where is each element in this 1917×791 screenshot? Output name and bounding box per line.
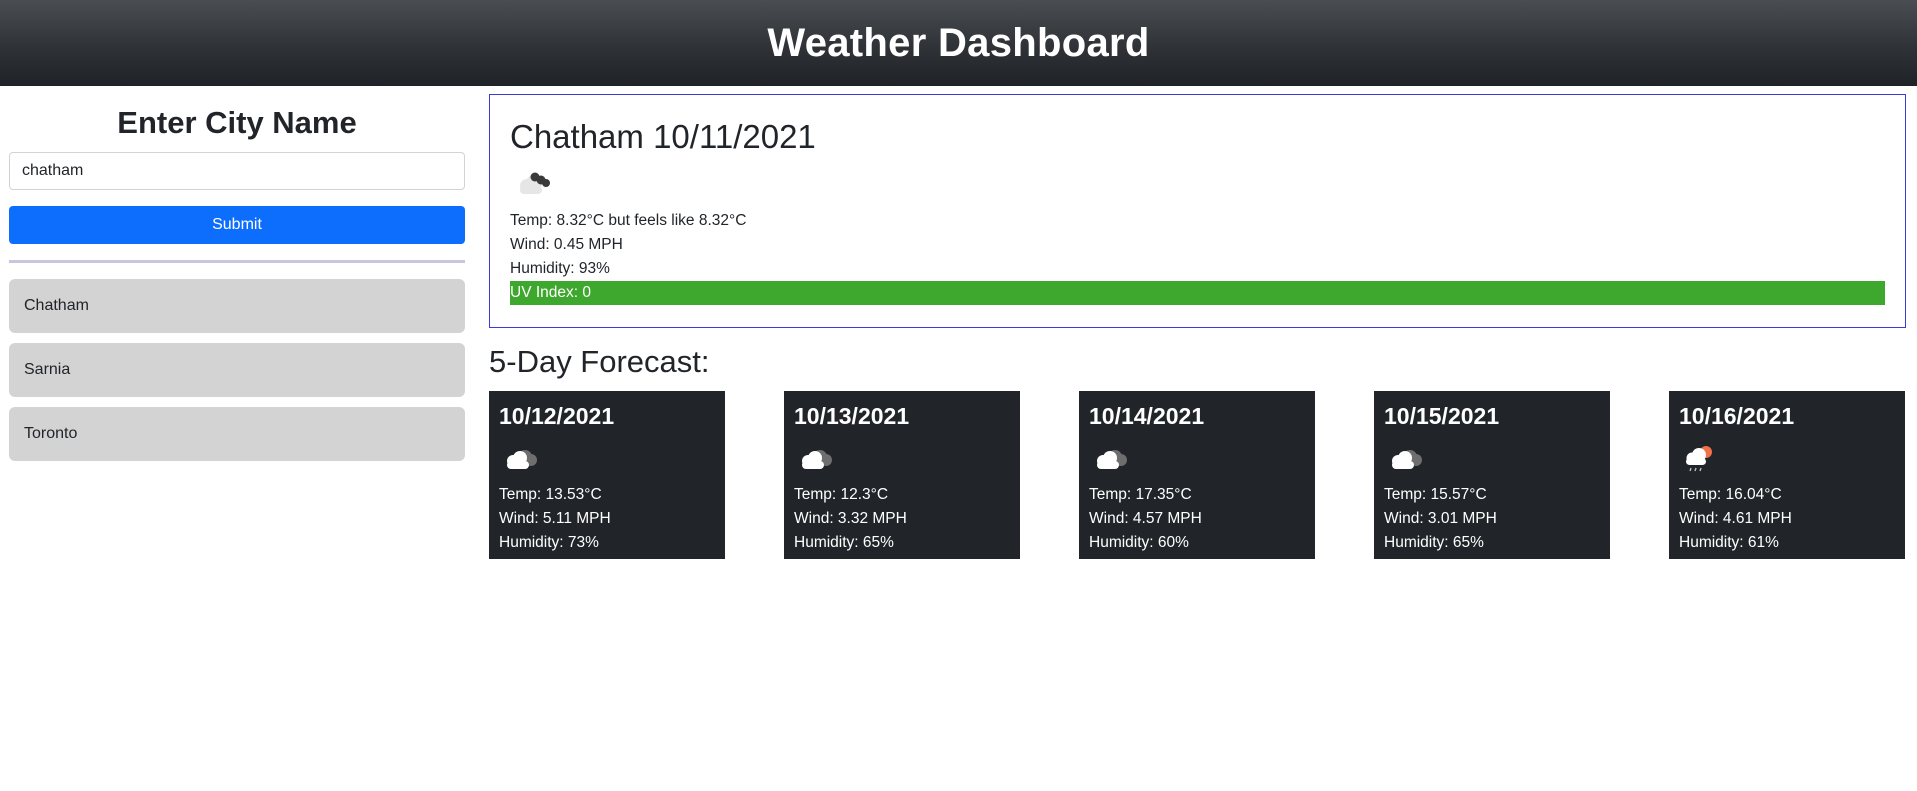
forecast-wind: Wind: 3.32 MPH — [794, 510, 907, 527]
current-temp: Temp: 8.32°C but feels like 8.32°C — [510, 212, 747, 229]
search-heading: Enter City Name — [117, 105, 357, 140]
broken-clouds-icon — [1097, 450, 1127, 469]
current-wind: Wind: 0.45 MPH — [510, 236, 623, 253]
uv-index-badge: UV Index: 0 — [510, 281, 1885, 305]
forecast-temp: Temp: 13.53°C — [499, 486, 602, 503]
forecast-date: 10/15/2021 — [1384, 403, 1500, 429]
forecast-temp: Temp: 16.04°C — [1679, 486, 1782, 503]
broken-clouds-icon — [507, 450, 537, 469]
search-history-list: Chatham Sarnia Toronto — [9, 279, 465, 461]
broken-clouds-icon — [1392, 450, 1422, 469]
current-humidity: Humidity: 93% — [510, 260, 610, 277]
forecast-wind: Wind: 5.11 MPH — [499, 510, 611, 527]
forecast-card: 10/14/2021 Temp: 17.35°C Wind: 4.57 MPH … — [1079, 391, 1315, 559]
forecast-humidity: Humidity: 73% — [499, 534, 599, 551]
forecast-wind: Wind: 4.61 MPH — [1679, 510, 1792, 527]
city-search-input[interactable] — [9, 152, 465, 190]
forecast-humidity: Humidity: 60% — [1089, 534, 1189, 551]
forecast-temp: Temp: 15.57°C — [1384, 486, 1487, 503]
forecast-humidity: Humidity: 65% — [794, 534, 894, 551]
forecast-date: 10/14/2021 — [1089, 403, 1205, 429]
page-title: Weather Dashboard — [767, 20, 1150, 65]
forecast-temp: Temp: 17.35°C — [1089, 486, 1192, 503]
forecast-card: 10/13/2021 Temp: 12.3°C Wind: 3.32 MPH H… — [784, 391, 1020, 559]
forecast-card: 10/12/2021 Temp: 13.53°C Wind: 5.11 MPH … — [489, 391, 725, 559]
forecast-temp: Temp: 12.3°C — [794, 486, 889, 503]
forecast-wind: Wind: 4.57 MPH — [1089, 510, 1202, 527]
forecast-date: 10/13/2021 — [794, 403, 910, 429]
history-item-sarnia[interactable]: Sarnia — [9, 343, 465, 397]
forecast-card: 10/16/2021 Temp: 16.04°C Wind: 4.61 MPH … — [1669, 391, 1905, 559]
broken-clouds-icon — [802, 450, 832, 469]
submit-button[interactable]: Submit — [9, 206, 465, 244]
broken-clouds-night-icon — [520, 172, 550, 194]
forecast-date: 10/16/2021 — [1679, 403, 1795, 429]
forecast-card: 10/15/2021 Temp: 15.57°C Wind: 3.01 MPH … — [1374, 391, 1610, 559]
search-panel: Enter City Name Submit Chatham Sarnia To… — [9, 86, 465, 471]
current-city-title: Chatham 10/11/2021 — [510, 118, 816, 155]
forecast-humidity: Humidity: 65% — [1384, 534, 1484, 551]
current-weather-panel: Chatham 10/11/2021 Temp: 8.32°C but feel… — [489, 94, 1906, 328]
forecast-date: 10/12/2021 — [499, 403, 615, 429]
history-item-toronto[interactable]: Toronto — [9, 407, 465, 461]
light-rain-sun-icon — [1686, 446, 1712, 472]
divider — [9, 260, 465, 263]
app-header: Weather Dashboard — [0, 0, 1917, 86]
forecast-humidity: Humidity: 61% — [1679, 534, 1779, 551]
history-item-chatham[interactable]: Chatham — [9, 279, 465, 333]
forecast-title: 5-Day Forecast: — [489, 344, 710, 379]
forecast-wind: Wind: 3.01 MPH — [1384, 510, 1497, 527]
